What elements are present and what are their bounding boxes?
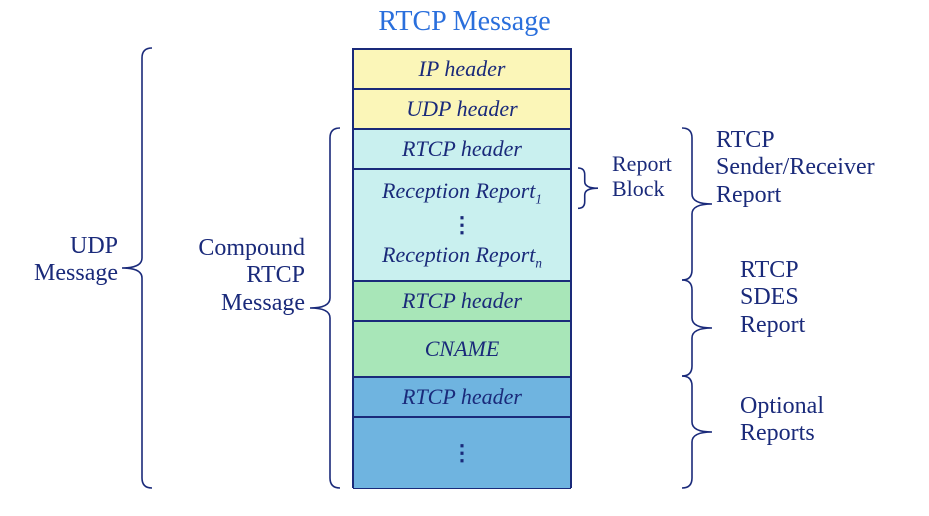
optional-brace-label: Optional Reports: [740, 393, 900, 448]
